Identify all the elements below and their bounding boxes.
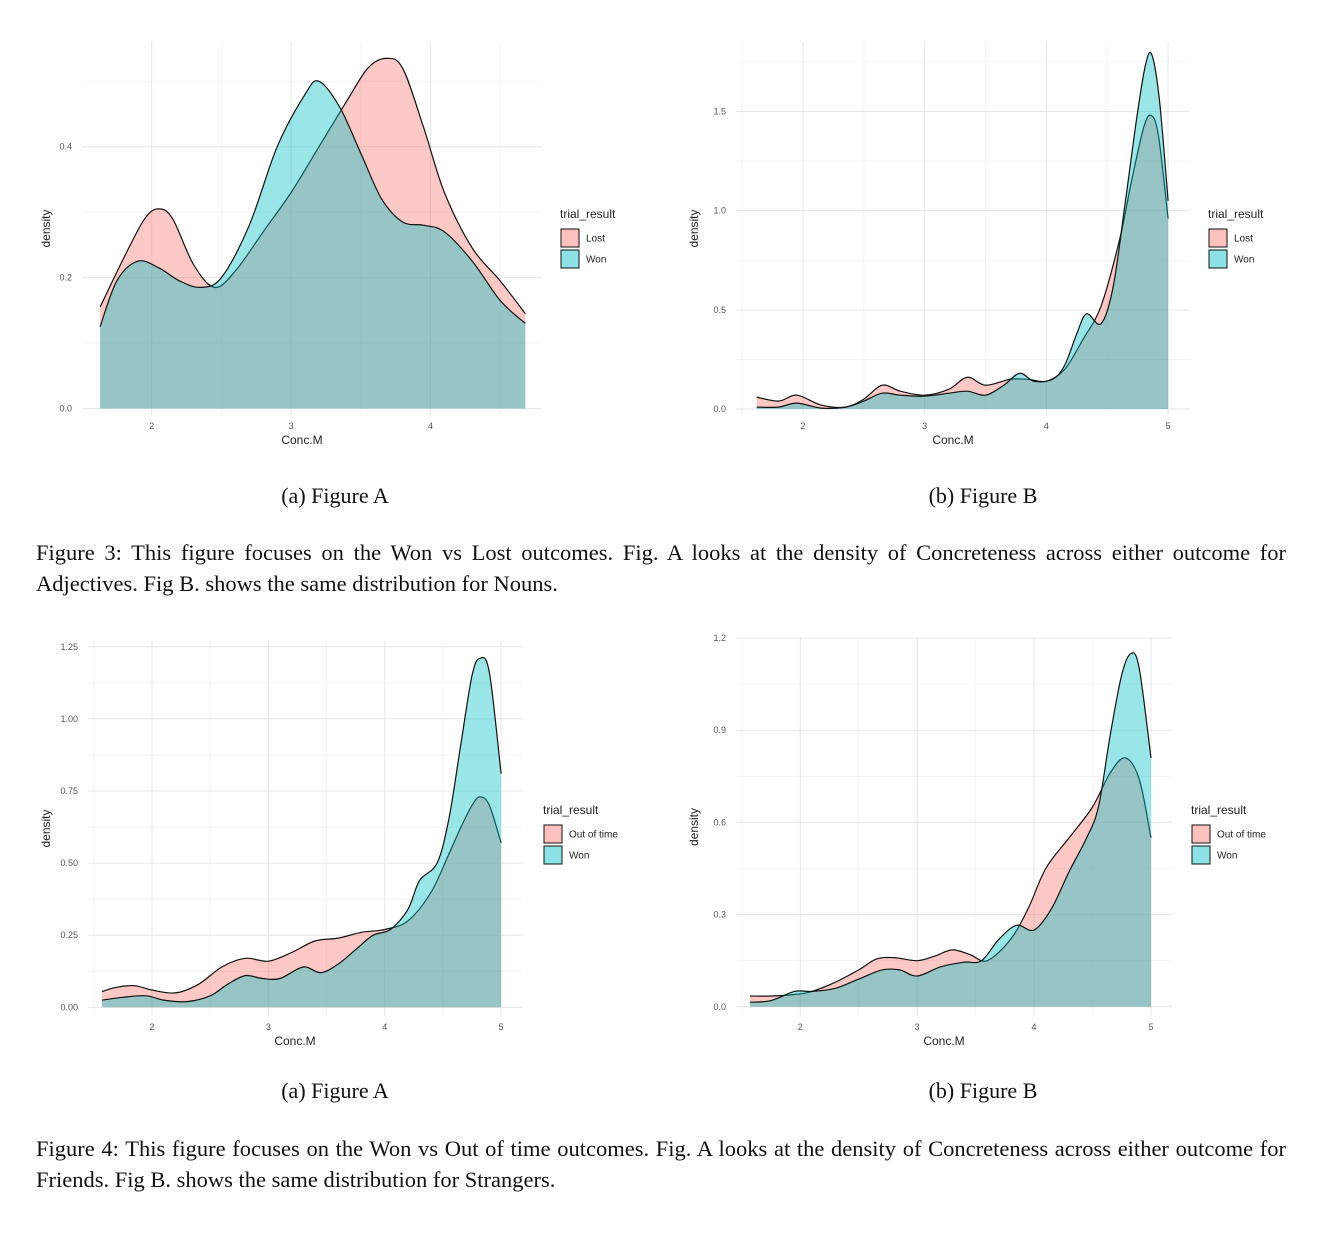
- legend-swatch: [560, 228, 580, 248]
- x-tick-label: 2: [149, 1022, 154, 1032]
- x-tick-label: 5: [1166, 421, 1171, 431]
- density-area: [100, 58, 526, 409]
- density-plot-nouns: 2 3 4 5 0.0 0.5 1.0 1.5 Conc.M density trial_resul…: [687, 42, 1264, 447]
- density-plot-friends: 2 3 4 5 0.00 0.25 0.50 0.75 1.00 1.25 Conc.M densit…: [39, 641, 618, 1048]
- density-area: [750, 757, 1151, 1007]
- density-line: [749, 652, 1152, 1003]
- y-tick-label: 0.6: [713, 817, 726, 827]
- y-tick-label: 0.0: [59, 403, 72, 413]
- subcaption-fig3a: (a) Figure A: [281, 483, 389, 508]
- x-axis-title: Conc.M: [281, 433, 322, 447]
- legend-swatch: [1191, 824, 1211, 844]
- y-tick-label: 0.9: [713, 725, 726, 735]
- legend-label: Won: [586, 255, 606, 266]
- density-plot-adjectives: 2 3 4 0.0 0.2 0.4 Conc.M density trial_result Los…: [39, 42, 616, 447]
- subcaption-fig4a: (a) Figure A: [281, 1078, 389, 1103]
- legend-swatch: [1208, 228, 1228, 248]
- y-tick-label: 0.50: [60, 858, 78, 868]
- y-tick-label: 0.4: [59, 142, 72, 152]
- x-tick-label: 2: [149, 421, 154, 431]
- y-tick-label: 0.00: [60, 1002, 78, 1012]
- density-line: [101, 656, 502, 1003]
- density-area: [756, 52, 1169, 410]
- legend-swatch: [543, 824, 563, 844]
- y-tick-label: 0.5: [713, 305, 726, 315]
- y-tick-label: 0.75: [60, 786, 78, 796]
- y-axis-title: density: [39, 209, 53, 247]
- density-area: [750, 652, 1151, 1007]
- density-area: [756, 115, 1169, 410]
- legend-label: Lost: [1234, 234, 1253, 245]
- y-tick-label: 1.0: [713, 206, 726, 216]
- legend-title: trial_result: [543, 803, 599, 817]
- subcaption-fig3b: (b) Figure B: [928, 483, 1038, 508]
- legend-title: trial_result: [1191, 803, 1247, 817]
- legend-swatch: [1191, 845, 1211, 865]
- legend-title: trial_result: [560, 207, 616, 221]
- x-axis-title: Conc.M: [932, 433, 973, 447]
- x-tick-label: 3: [915, 1022, 920, 1032]
- x-tick-label: 5: [499, 1022, 504, 1032]
- x-tick-label: 3: [922, 421, 927, 431]
- x-axis-title: Conc.M: [923, 1034, 964, 1048]
- y-axis-title: density: [39, 809, 53, 847]
- legend-label: Out of time: [569, 830, 618, 841]
- legend-swatch: [560, 249, 580, 269]
- x-tick-label: 4: [1044, 421, 1049, 431]
- x-tick-label: 3: [266, 1022, 271, 1032]
- y-tick-label: 1.25: [60, 642, 78, 652]
- legend-title: trial_result: [1208, 207, 1264, 221]
- legend: trial_result Out of time Won: [1191, 803, 1266, 865]
- figure-4-caption: Figure 4: This figure focuses on the Won…: [36, 1136, 1286, 1192]
- density-area: [102, 796, 502, 1008]
- x-tick-label: 4: [382, 1022, 387, 1032]
- x-tick-label: 2: [800, 421, 805, 431]
- x-axis-title: Conc.M: [274, 1034, 315, 1048]
- legend-label: Out of time: [1217, 830, 1266, 841]
- x-tick-label: 3: [289, 421, 294, 431]
- density-line: [756, 51, 1169, 409]
- subcaption-fig4b: (b) Figure B: [928, 1078, 1038, 1103]
- y-tick-label: 0.0: [713, 404, 726, 414]
- legend-label: Won: [1234, 255, 1254, 266]
- density-line: [101, 796, 502, 994]
- density-area: [100, 80, 526, 409]
- legend-label: Won: [1217, 851, 1237, 862]
- legend-swatch: [543, 845, 563, 865]
- y-tick-label: 0.0: [713, 1002, 726, 1012]
- y-tick-label: 1.00: [60, 714, 78, 724]
- x-tick-label: 4: [1032, 1022, 1037, 1032]
- density-area: [102, 657, 502, 1008]
- y-tick-label: 1.2: [713, 633, 726, 643]
- y-tick-label: 0.2: [59, 273, 72, 283]
- x-tick-label: 4: [428, 421, 433, 431]
- x-tick-label: 5: [1148, 1022, 1153, 1032]
- legend-label: Won: [569, 851, 589, 862]
- legend-swatch: [1208, 249, 1228, 269]
- density-plot-strangers: 2 3 4 5 0.0 0.3 0.6 0.9 1.2 Conc.M density trial_re…: [687, 633, 1266, 1048]
- figure-3-caption: Figure 3: This figure focuses on the Won…: [36, 540, 1286, 596]
- y-tick-label: 0.3: [713, 910, 726, 920]
- legend: trial_result Lost Won: [560, 207, 616, 269]
- density-line: [99, 57, 526, 314]
- y-tick-label: 1.5: [713, 106, 726, 116]
- y-axis-title: density: [687, 808, 701, 846]
- y-tick-label: 0.25: [60, 930, 78, 940]
- legend: trial_result Lost Won: [1208, 207, 1264, 269]
- legend-label: Lost: [586, 234, 605, 245]
- legend: trial_result Out of time Won: [543, 803, 618, 865]
- y-axis-title: density: [687, 209, 701, 247]
- density-line: [99, 80, 526, 327]
- x-tick-label: 2: [798, 1022, 803, 1032]
